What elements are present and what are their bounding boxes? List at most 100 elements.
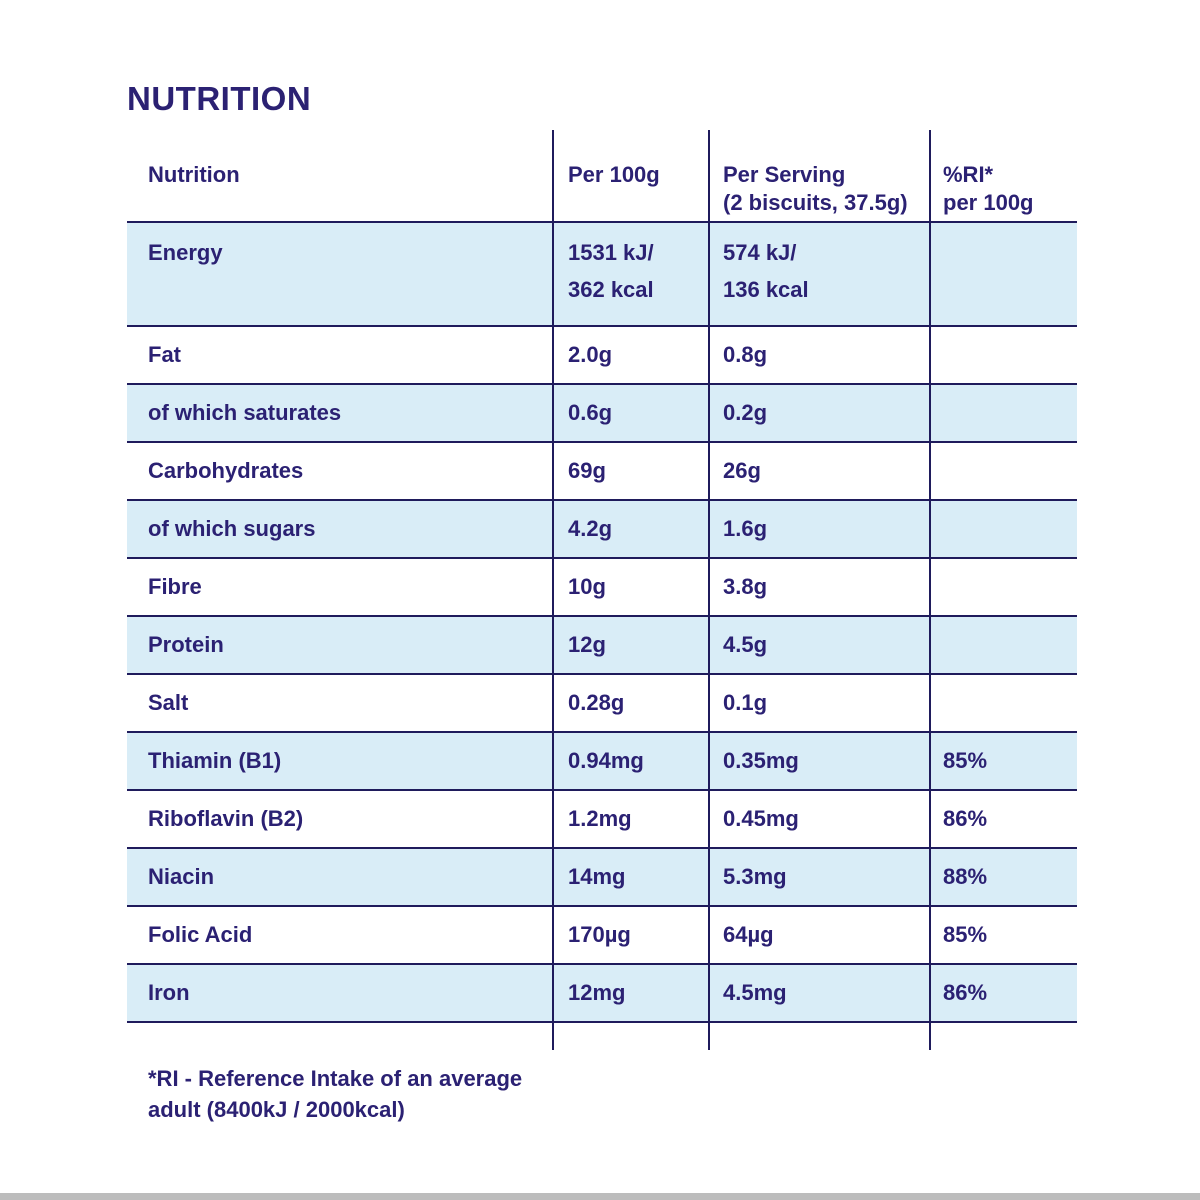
per-serving-cell: 0.8g — [708, 327, 929, 383]
row-label-cell: Niacin — [127, 849, 552, 905]
per-100g-value: 10g — [568, 574, 606, 599]
ri-footnote-line1: *RI - Reference Intake of an average — [148, 1066, 523, 1091]
per-serving-cell: 1.6g — [708, 501, 929, 557]
per-100g-cell: 1531 kJ/ 362 kcal — [552, 223, 708, 325]
per-100g-cell: 12mg — [552, 965, 708, 1021]
per-serving-cell: 5.3mg — [708, 849, 929, 905]
ri-cell — [929, 223, 1077, 325]
ri-cell — [929, 675, 1077, 731]
ri-cell — [929, 385, 1077, 441]
table-row: Riboflavin (B2) 1.2mg 0.45mg 86% — [127, 791, 1077, 849]
header-ri: %RI* per 100g — [929, 125, 1077, 221]
table-row: Carbohydrates 69g 26g — [127, 443, 1077, 501]
row-label-cell: Energy — [127, 223, 552, 325]
per-100g-cell: 0.6g — [552, 385, 708, 441]
row-label: of which saturates — [148, 400, 342, 425]
per-100g-value: 0.94mg — [568, 748, 644, 773]
per-serving-cell: 4.5mg — [708, 965, 929, 1021]
per-100g-cell: 170µg — [552, 907, 708, 963]
per-serving-value: 0.1g — [723, 690, 768, 715]
ri-footnote-line2: adult (8400kJ / 2000kcal) — [148, 1097, 405, 1122]
per-100g-value-line2: 362 kcal — [568, 277, 654, 302]
table-row: Iron 12mg 4.5mg 86% — [127, 965, 1077, 1023]
row-label-cell: Thiamin (B1) — [127, 733, 552, 789]
column-divider-line-2 — [708, 130, 710, 1050]
column-divider-line-1 — [552, 130, 554, 1050]
table-header-row: Nutrition Per 100g Per Serving (2 biscui… — [127, 125, 1077, 223]
per-100g-cell: 2.0g — [552, 327, 708, 383]
row-label-cell: Carbohydrates — [127, 443, 552, 499]
per-serving-cell: 3.8g — [708, 559, 929, 615]
per-serving-value-line1: 574 kJ/ — [723, 240, 797, 265]
per-100g-value: 0.28g — [568, 690, 625, 715]
header-ri-line1: %RI* — [943, 162, 994, 187]
row-label: Fibre — [148, 574, 202, 599]
header-ri-line2: per 100g — [943, 190, 1034, 215]
bottom-edge-strip — [0, 1193, 1200, 1200]
row-label: Fat — [148, 342, 181, 367]
table-row: Fat 2.0g 0.8g — [127, 327, 1077, 385]
row-label: Carbohydrates — [148, 458, 304, 483]
header-per-serving: Per Serving (2 biscuits, 37.5g) — [708, 125, 929, 221]
per-100g-value: 2.0g — [568, 342, 613, 367]
header-per-100g-label: Per 100g — [568, 162, 660, 187]
per-100g-value: 14mg — [568, 864, 626, 889]
row-label-cell: Fat — [127, 327, 552, 383]
per-100g-cell: 4.2g — [552, 501, 708, 557]
page-title: NUTRITION — [127, 80, 312, 117]
per-serving-value: 0.2g — [723, 400, 768, 425]
ri-footnote: *RI - Reference Intake of an average adu… — [148, 1063, 522, 1125]
per-100g-value: 69g — [568, 458, 606, 483]
per-serving-cell: 0.45mg — [708, 791, 929, 847]
row-label-cell: of which sugars — [127, 501, 552, 557]
per-serving-cell: 0.35mg — [708, 733, 929, 789]
per-serving-value: 64µg — [723, 922, 774, 947]
row-label: Protein — [148, 632, 224, 657]
row-label-cell: Folic Acid — [127, 907, 552, 963]
table-row: Salt 0.28g 0.1g — [127, 675, 1077, 733]
per-100g-cell: 0.94mg — [552, 733, 708, 789]
ri-cell: 88% — [929, 849, 1077, 905]
ri-cell — [929, 443, 1077, 499]
per-100g-cell: 10g — [552, 559, 708, 615]
ri-cell: 86% — [929, 791, 1077, 847]
per-serving-value: 5.3mg — [723, 864, 787, 889]
table-row: Folic Acid 170µg 64µg 85% — [127, 907, 1077, 965]
per-100g-value: 12mg — [568, 980, 626, 1005]
row-label-cell: Iron — [127, 965, 552, 1021]
table-row: Thiamin (B1) 0.94mg 0.35mg 85% — [127, 733, 1077, 791]
header-per-serving-line2: (2 biscuits, 37.5g) — [723, 190, 908, 215]
row-label: Riboflavin (B2) — [148, 806, 304, 831]
per-serving-cell: 26g — [708, 443, 929, 499]
row-label: Niacin — [148, 864, 215, 889]
ri-value: 85% — [943, 922, 988, 947]
header-nutrition-label: Nutrition — [148, 162, 240, 187]
row-label: of which sugars — [148, 516, 316, 541]
per-serving-cell: 64µg — [708, 907, 929, 963]
row-label: Energy — [148, 240, 223, 265]
row-label-cell: Fibre — [127, 559, 552, 615]
table-row: of which sugars 4.2g 1.6g — [127, 501, 1077, 559]
per-100g-value-line1: 1531 kJ/ — [568, 240, 654, 265]
per-serving-value: 26g — [723, 458, 761, 483]
per-100g-cell: 1.2mg — [552, 791, 708, 847]
per-100g-value: 170µg — [568, 922, 631, 947]
per-serving-value: 1.6g — [723, 516, 768, 541]
per-100g-cell: 12g — [552, 617, 708, 673]
table-row-energy: Energy 1531 kJ/ 362 kcal 574 kJ/ 136 kca… — [127, 223, 1077, 327]
ri-value: 86% — [943, 980, 988, 1005]
row-label-cell: Riboflavin (B2) — [127, 791, 552, 847]
per-serving-value: 3.8g — [723, 574, 768, 599]
row-label: Thiamin (B1) — [148, 748, 282, 773]
row-label: Salt — [148, 690, 189, 715]
row-label-cell: of which saturates — [127, 385, 552, 441]
per-100g-value: 12g — [568, 632, 606, 657]
ri-value: 85% — [943, 748, 988, 773]
per-serving-value: 0.45mg — [723, 806, 799, 831]
ri-cell: 86% — [929, 965, 1077, 1021]
table-row: of which saturates 0.6g 0.2g — [127, 385, 1077, 443]
per-serving-value: 0.35mg — [723, 748, 799, 773]
ri-value: 86% — [943, 806, 988, 831]
per-100g-value: 1.2mg — [568, 806, 632, 831]
